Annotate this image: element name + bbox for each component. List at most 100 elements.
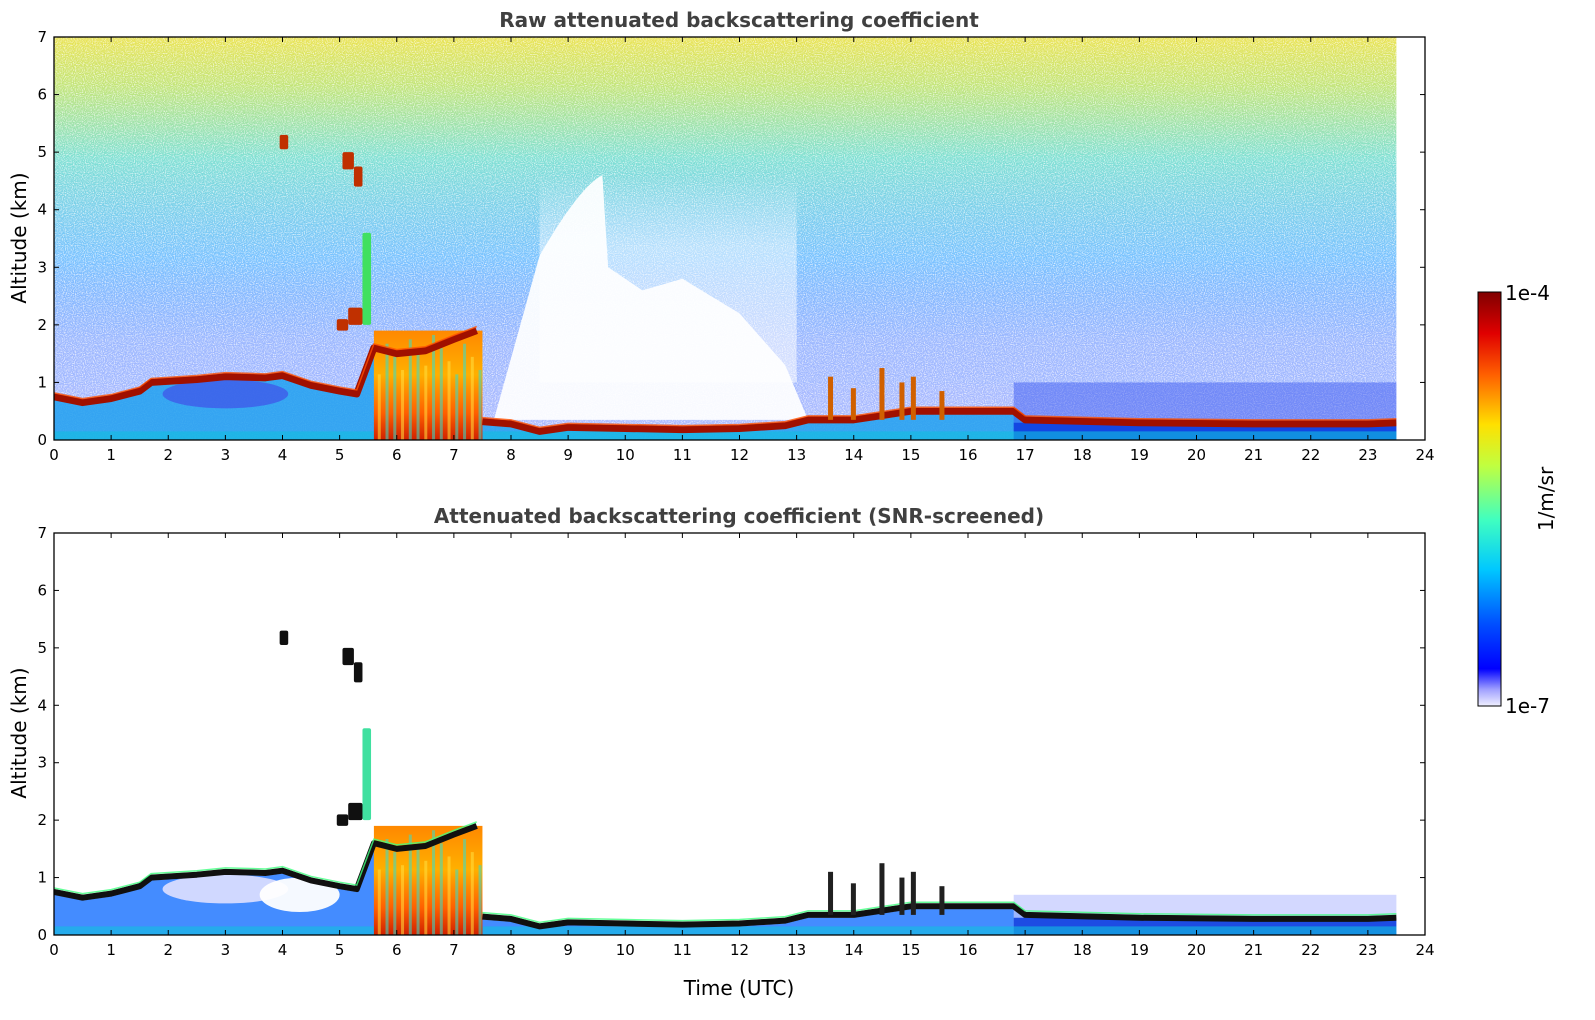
panel2-heatmap [54,533,1425,935]
x-tick-label: 0 [49,941,59,959]
cloud-feature [279,630,289,645]
y-tick-label: 1 [37,373,47,391]
cloud-feature [362,728,372,821]
y-tick-label: 5 [37,639,47,657]
precip-streak [478,369,482,440]
precip-streak [463,343,467,440]
precip-streak [470,852,474,935]
precip-streak [385,343,389,440]
y-tick-label: 4 [37,696,47,714]
no-data-region [1396,37,1425,440]
x-tick-label: 15 [901,446,920,464]
x-tick-label: 4 [278,941,288,959]
colorbar-min-label: 1e-7 [1505,694,1550,718]
precip-streak [385,838,389,935]
panel2-y-axis-label: Altitude (km) [7,667,31,798]
precip-streak [455,869,459,935]
x-tick-label: 1 [106,941,116,959]
cloud-feature [353,166,363,187]
precip-streak [447,361,451,440]
panel1-heatmap [54,37,1425,440]
cloud-feature [362,232,372,325]
panel2-title: Attenuated backscattering coefficient (S… [434,504,1044,528]
convective-plume [899,382,905,420]
colorbar-gradient [1477,291,1502,707]
boundary-layer-top-line [54,823,1397,930]
x-tick-label: 19 [1130,941,1149,959]
cloud-feature [348,802,363,821]
precip-streak [416,352,420,440]
precip-streak [463,838,467,935]
x-tick-label: 12 [730,941,749,959]
precip-streak [424,860,428,935]
low-signal-pocket [162,874,289,904]
y-tick-label: 4 [37,201,47,219]
x-tick-label: 21 [1244,941,1263,959]
x-tick-label: 23 [1358,941,1377,959]
cloud-feature [279,134,289,150]
x-tick-label: 13 [787,941,806,959]
x-tick-label: 2 [163,446,173,464]
x-tick-label: 4 [278,446,288,464]
x-tick-label: 23 [1358,446,1377,464]
x-tick-label: 18 [1073,941,1092,959]
x-tick-label: 19 [1130,446,1149,464]
y-tick-label: 7 [37,524,47,542]
x-tick-label: 3 [221,446,231,464]
y-tick-label: 3 [37,258,47,276]
y-tick-label: 7 [37,28,47,46]
x-tick-label: 11 [673,941,692,959]
panel1-y-axis-label: Altitude (km) [7,172,31,303]
x-tick-label: 14 [844,446,863,464]
near-ground-signal [54,431,1397,440]
x-tick-label: 22 [1301,941,1320,959]
precip-streak [455,374,459,440]
x-tick-label: 21 [1244,446,1263,464]
x-tick-label: 9 [563,941,573,959]
low-signal-pocket-2 [259,877,340,913]
convective-plume [879,368,885,420]
convective-plume [910,376,916,420]
x-tick-label: 16 [958,941,977,959]
x-tick-label: 9 [563,446,573,464]
x-tick-label: 8 [506,941,516,959]
x-tick-label: 5 [335,446,345,464]
precip-streak [408,339,412,440]
cloud-feature [353,662,363,683]
panel2-axes: 0 1 2 3 4 5 6 7 8 9 10 11 12 13 14 15 16 17 18 19 20 21 22 23 24… [37,524,1434,959]
x-tick-label: 12 [730,446,749,464]
cloud-feature [342,647,354,666]
y-tick-label: 1 [37,869,47,887]
panel1-axes: 0 1 2 3 4 5 6 7 8 9 10 11 12 13 14 15 16 17 18 19 20 21 22 23 24… [37,28,1434,464]
boundary-layer-top-line [54,327,1397,435]
x-tick-label: 2 [163,941,173,959]
low-signal-pocket [162,379,289,409]
precip-streak [408,834,412,935]
precip-streak [470,356,474,440]
colorbar-unit-label: 1/m/sr [1534,466,1558,531]
cloud-feature [336,319,349,331]
precip-streak [377,374,381,440]
x-tick-label: 7 [449,941,459,959]
precip-streak [393,852,397,935]
precip-streak [478,865,482,935]
panel2-x-axis-label: Time (UTC) [683,976,795,1000]
precip-streak [424,365,428,440]
x-tick-label: 24 [1415,446,1434,464]
convective-plume [910,871,916,915]
colorbar-max-label: 1e-4 [1505,281,1550,305]
x-tick-label: 17 [1016,446,1035,464]
x-tick-label: 18 [1073,446,1092,464]
near-ground-signal [54,926,1397,935]
x-tick-label: 6 [392,941,402,959]
colorbar: 1e-4 1e-7 1/m/sr [1477,281,1558,718]
x-tick-label: 16 [958,446,977,464]
x-tick-label: 15 [901,941,920,959]
no-data-region [1396,533,1425,935]
precip-streak [439,843,443,935]
precip-streak [401,369,405,440]
y-tick-label: 6 [37,86,47,104]
convective-plume [828,376,834,420]
x-tick-label: 14 [844,941,863,959]
